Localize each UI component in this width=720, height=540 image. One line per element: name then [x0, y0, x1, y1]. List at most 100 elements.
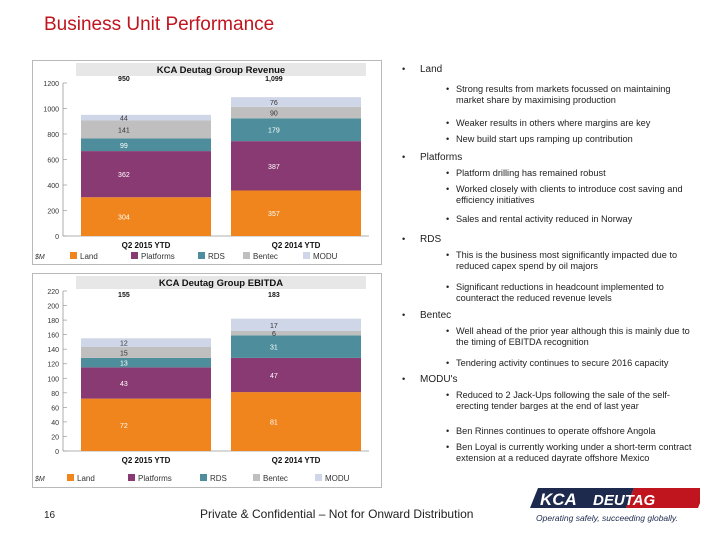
bar-platforms-1 [231, 357, 361, 393]
bullet-dot: • [446, 250, 450, 260]
bullet-dot: • [446, 84, 450, 94]
company-logo: KCA DEUTAG Operating safely, succeeding … [530, 484, 706, 531]
legend-swatch-platforms [131, 252, 138, 259]
logo-right-panel [626, 488, 706, 508]
y-tick-label: 200 [47, 209, 59, 216]
legend-swatch-land [70, 252, 77, 259]
data-label: 12 [120, 341, 128, 348]
data-label: 357 [268, 211, 280, 218]
legend-swatch-rds [198, 252, 205, 259]
bullet-dot: • [446, 134, 450, 144]
logo-kca: KCA [540, 490, 577, 509]
chart-title-bar [76, 276, 366, 289]
bar-platforms-0 [81, 151, 211, 198]
legend-swatch-bentec [243, 252, 250, 259]
revenue-chart-svg: KCA Deutag Group Revenue 0 200 400 600 800 100… [34, 63, 369, 261]
bar-land-0 [81, 197, 211, 236]
bullet-item-text: Platform drilling has remained robust [456, 168, 606, 178]
category-label: Q2 2015 YTD [122, 241, 171, 250]
bar-bentec-1 [231, 331, 361, 336]
bullet-dot: • [446, 118, 450, 128]
bullet-heading-text: Land [420, 64, 443, 75]
data-label: 17 [270, 323, 278, 330]
bullet-dot: • [446, 184, 450, 194]
bullet-item-text: Strong results from markets focussed on … [456, 84, 671, 105]
bar-modu-0 [81, 114, 211, 121]
bar-modu-1 [231, 97, 361, 107]
bullet-dot: • [446, 326, 450, 336]
data-label: 304 [118, 215, 130, 222]
legend-label: Platforms [141, 252, 175, 261]
legend-swatch-modu [303, 252, 310, 259]
bullet-item-text: Weaker results in others where margins a… [456, 118, 651, 128]
chart-title-bar [76, 63, 366, 76]
bar-modu-0 [81, 338, 211, 347]
data-label: 179 [268, 128, 280, 135]
total-label: 155 [118, 292, 130, 299]
bar-platforms-1 [231, 141, 361, 191]
bullet-heading-text: Bentec [420, 310, 452, 321]
legend-label: Bentec [253, 252, 278, 261]
bullet-heading-text: Platforms [420, 152, 463, 163]
data-label: 99 [120, 143, 128, 150]
y-tick-label: 800 [47, 132, 59, 139]
total-label: 183 [268, 292, 280, 299]
legend-label: MODU [325, 474, 350, 483]
bar-rds-0 [81, 357, 211, 368]
bullet-item: • Reduced to 2 Jack-Ups following the sal… [446, 390, 696, 412]
category-label: Q2 2014 YTD [272, 241, 321, 250]
page-number: 16 [44, 510, 56, 521]
bar-land-1 [231, 392, 361, 451]
bullet-item: • Sales and rental activity reduced in No… [446, 214, 696, 225]
legend-label: Bentec [263, 474, 288, 483]
bullet-item: • Ben Loyal is currently working under a … [446, 442, 696, 464]
bullet-item: • Platform drilling has remained robust [446, 168, 696, 179]
y-tick-label: 100 [47, 376, 59, 383]
bullet-item: • Tendering activity continues to secure … [446, 358, 696, 369]
y-tick-label: 180 [47, 318, 59, 325]
bullet-item: • Ben Rinnes continues to operate offshor… [446, 426, 696, 437]
bullet-dot: • [446, 168, 450, 178]
legend-label: Land [77, 474, 95, 483]
y-tick-label: 220 [47, 289, 59, 296]
bullet-dot: • [446, 358, 450, 368]
legend-swatch-modu [315, 474, 322, 481]
bullet-item-text: Tendering activity continues to secure 2… [456, 358, 669, 368]
unit-label: $M [34, 254, 45, 261]
bar-land-0 [81, 398, 211, 451]
data-label: 90 [270, 111, 278, 118]
bar-bentec-0 [81, 347, 211, 358]
data-label: 13 [120, 361, 128, 368]
logo-left-panel [530, 488, 634, 508]
y-tick-label: 80 [51, 391, 59, 398]
bullet-dot: • [402, 310, 406, 320]
data-label: 15 [120, 350, 128, 357]
bullet-dot: • [402, 374, 406, 384]
data-label: 44 [120, 116, 128, 123]
legend-swatch-bentec [253, 474, 260, 481]
bullet-item: • New build start ups ramping up contribu… [446, 134, 696, 145]
data-label: 72 [120, 423, 128, 430]
unit-label: $M [34, 476, 45, 483]
bullet-dot: • [402, 234, 406, 244]
footer-text: Private & Confidential – Not for Onward … [200, 507, 474, 521]
y-tick-label: 400 [47, 183, 59, 190]
logo-deutag: DEUTAG [593, 492, 656, 509]
bar-bentec-0 [81, 120, 211, 139]
total-label: 1,099 [265, 76, 283, 83]
data-label: 6 [272, 331, 276, 338]
bullet-item: • Weaker results in others where margins … [446, 118, 696, 129]
bullet-item: • This is the business most significantly… [446, 250, 696, 272]
legend-label: Land [80, 252, 98, 261]
bar-rds-1 [231, 335, 361, 358]
data-label: 141 [118, 127, 130, 134]
legend-label: RDS [210, 474, 227, 483]
bar-bentec-1 [231, 106, 361, 119]
y-tick-label: 0 [55, 234, 59, 241]
bar-land-1 [231, 190, 361, 236]
bullet-item: • Significant reductions in headcount imp… [446, 282, 696, 304]
bullet-item: • Strong results from markets focussed on… [446, 84, 696, 106]
logo-svg: KCA DEUTAG Operating safely, succeeding … [530, 488, 706, 523]
bullet-item-text: Worked closely with clients to introduce… [456, 184, 683, 205]
y-tick-label: 0 [55, 449, 59, 456]
